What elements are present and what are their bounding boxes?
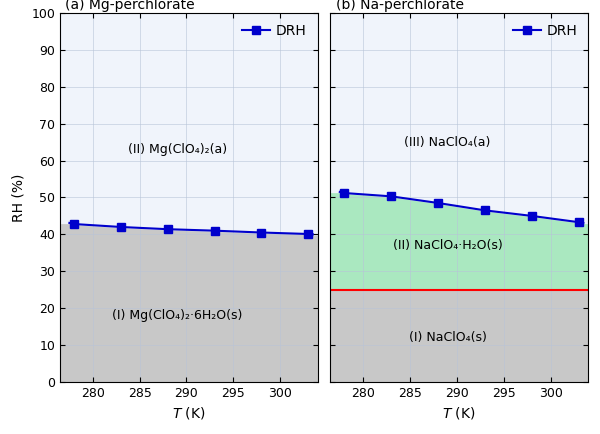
Y-axis label: RH (%): RH (%) bbox=[12, 173, 26, 222]
Legend: DRH: DRH bbox=[238, 20, 311, 42]
Text: (a) Mg-perchlorate: (a) Mg-perchlorate bbox=[65, 0, 195, 12]
Text: (I) NaClO₄(s): (I) NaClO₄(s) bbox=[409, 331, 487, 344]
Text: (II) Mg(ClO₄)₂(a): (II) Mg(ClO₄)₂(a) bbox=[128, 143, 227, 156]
Text: (II) NaClO₄·H₂O(s): (II) NaClO₄·H₂O(s) bbox=[392, 239, 502, 252]
X-axis label: $T$ (K): $T$ (K) bbox=[442, 405, 476, 421]
Text: (I) Mg(ClO₄)₂·6H₂O(s): (I) Mg(ClO₄)₂·6H₂O(s) bbox=[112, 309, 242, 322]
Text: (b) Na-perchlorate: (b) Na-perchlorate bbox=[335, 0, 464, 12]
X-axis label: $T$ (K): $T$ (K) bbox=[172, 405, 206, 421]
Legend: DRH: DRH bbox=[509, 20, 581, 42]
Text: (III) NaClO₄(a): (III) NaClO₄(a) bbox=[404, 136, 491, 148]
